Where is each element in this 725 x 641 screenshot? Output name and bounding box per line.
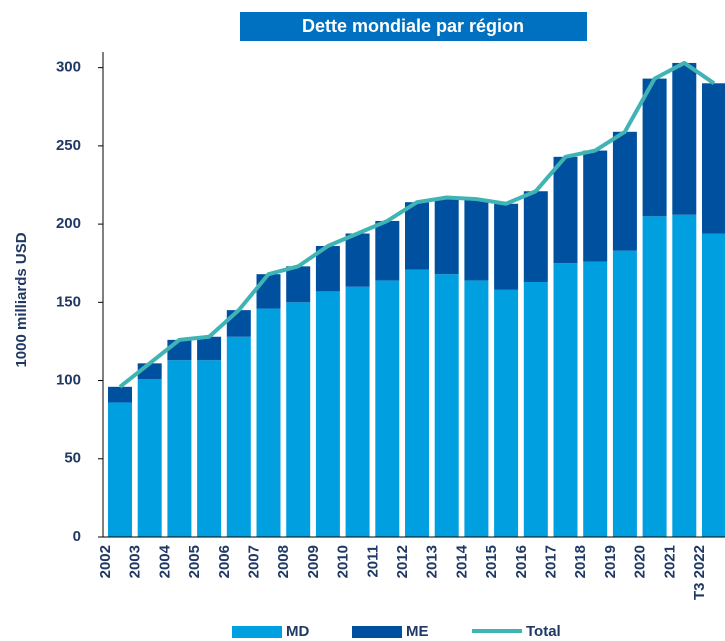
legend-swatch: [232, 626, 282, 638]
y-tick-label: 100: [56, 372, 81, 389]
bar: [286, 266, 311, 303]
legend-swatch: [352, 626, 402, 638]
x-tick-label: 2020: [632, 545, 649, 578]
bar: [137, 378, 162, 537]
bar: [226, 336, 251, 537]
x-tick-label: 2014: [453, 544, 470, 578]
x-tick-label: 2011: [364, 545, 381, 578]
x-tick-label: 2004: [156, 544, 173, 578]
x-tick-label: 2008: [275, 545, 292, 578]
y-tick-label: 200: [56, 215, 81, 232]
bar: [375, 220, 400, 281]
bar: [494, 203, 519, 290]
bar: [553, 156, 578, 264]
y-axis-label: 1000 milliards USD: [13, 232, 30, 367]
x-tick-label: T3 2022: [691, 545, 708, 600]
bar: [286, 302, 311, 537]
y-tick-label: 50: [64, 450, 81, 467]
x-tick-label: 2017: [542, 545, 559, 578]
bar: [167, 339, 192, 361]
x-tick-label: 2018: [572, 545, 589, 578]
bar: [464, 199, 489, 281]
bar: [434, 197, 459, 275]
y-tick-label: 300: [56, 59, 81, 76]
x-tick-label: 2002: [97, 545, 114, 578]
legend-label: MD: [286, 623, 309, 640]
bar: [612, 250, 637, 537]
x-tick-label: 2010: [335, 545, 352, 578]
bar: [523, 281, 548, 537]
bar: [345, 286, 370, 537]
x-tick-label: 2005: [186, 545, 203, 578]
bar: [108, 386, 132, 403]
bar: [553, 263, 578, 537]
bar: [197, 336, 222, 361]
bar: [583, 150, 608, 262]
bar: [375, 280, 400, 537]
bar: [256, 308, 281, 537]
x-tick-label: 2006: [216, 545, 233, 578]
x-tick-label: 2021: [661, 545, 678, 578]
y-tick-label: 250: [56, 137, 81, 154]
bar: [672, 62, 697, 215]
bar: [612, 131, 637, 251]
bar: [226, 310, 251, 337]
x-tick-label: 2009: [305, 545, 322, 578]
bar: [702, 233, 725, 537]
x-tick-label: 2015: [483, 545, 500, 578]
y-tick-label: 150: [56, 293, 81, 310]
bar: [108, 402, 132, 537]
bar: [464, 280, 489, 537]
x-tick-label: 2007: [245, 545, 262, 578]
bar: [672, 214, 697, 538]
x-tick-label: 2016: [513, 545, 530, 578]
x-tick-label: 2012: [394, 545, 411, 578]
bar: [345, 233, 370, 287]
x-tick-label: 2003: [127, 545, 144, 578]
legend-label: ME: [406, 623, 429, 640]
bar: [642, 216, 667, 537]
bar: [405, 269, 429, 537]
bar: [197, 360, 222, 537]
bar: [702, 83, 725, 234]
x-tick-label: 2013: [424, 545, 441, 578]
x-tick-label: 2019: [602, 545, 619, 578]
bar: [494, 289, 519, 537]
bar: [642, 78, 667, 217]
bar: [523, 191, 548, 282]
legend-label: Total: [526, 623, 561, 640]
bar: [315, 291, 340, 537]
line: [118, 60, 716, 389]
bar: [434, 274, 459, 537]
bar: [256, 274, 281, 309]
bar: [583, 261, 608, 537]
bar: [405, 202, 429, 270]
chart-title: Dette mondiale par région: [302, 16, 524, 36]
bar: [167, 360, 192, 537]
y-tick-label: 0: [73, 528, 81, 545]
title-box: [240, 12, 587, 41]
